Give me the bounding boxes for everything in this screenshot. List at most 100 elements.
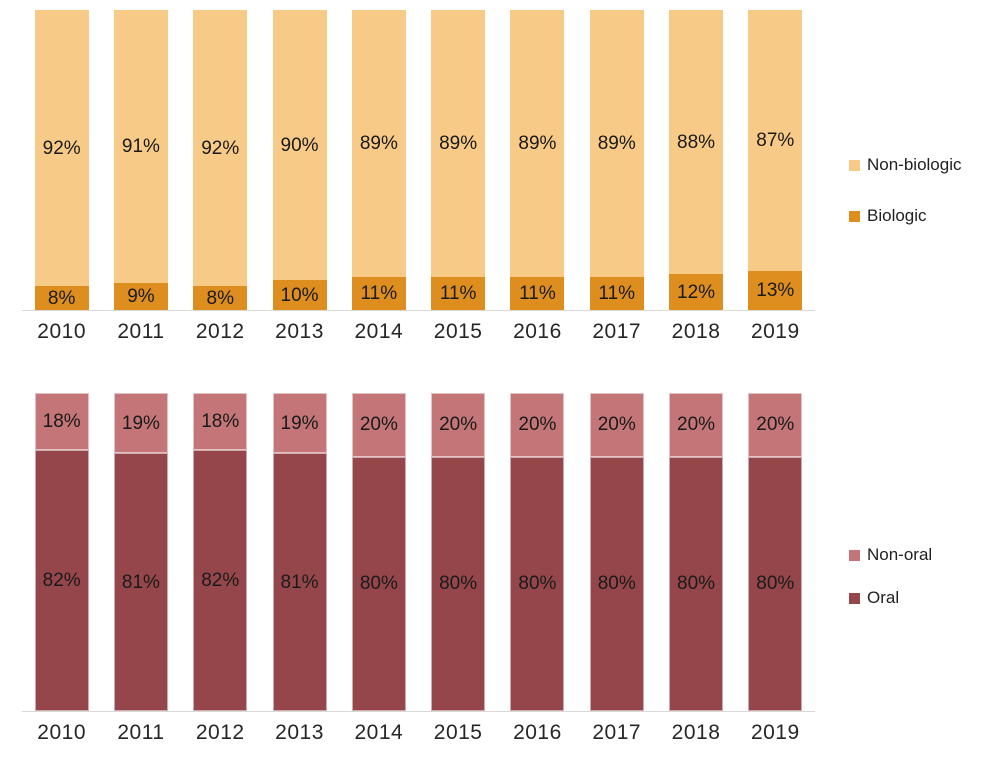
value-label-non-oral-2011: 19% xyxy=(121,412,160,434)
segment-non-biologic-2014: 89% xyxy=(351,10,406,277)
category-2016: 20% 80% xyxy=(498,393,577,711)
bar-2011: 91% 9% xyxy=(113,10,168,310)
legend-label-biologic: Biologic xyxy=(867,206,927,226)
bar-2010: 18% 82% xyxy=(34,393,89,711)
value-label-biologic-2019: 13% xyxy=(756,280,795,301)
legend-label-non-biologic: Non-biologic xyxy=(867,155,962,174)
legend-swatch-non-biologic-icon xyxy=(849,159,860,171)
segment-non-oral-2017: 20% xyxy=(589,393,644,457)
segment-non-oral-2013: 19% xyxy=(272,393,327,454)
x-axis-label-2017: 2017 xyxy=(592,320,642,343)
value-label-non-oral-2019: 20% xyxy=(756,414,795,436)
value-label-non-biologic-2015: 89% xyxy=(439,133,478,154)
x-axis-label-2015: 2015 xyxy=(433,320,483,343)
bar-2014: 89% 11% xyxy=(351,10,406,310)
x-axis-label-2018: 2018 xyxy=(671,320,721,343)
bar-2014: 20% 80% xyxy=(351,393,406,711)
x-axis-label-2014: 2014 xyxy=(354,721,404,744)
category-2012: 92% 8% xyxy=(181,10,260,310)
segment-non-biologic-2019: 87% xyxy=(748,10,803,271)
segment-non-oral-2015: 20% xyxy=(431,393,486,457)
bar-2019: 87% 13% xyxy=(748,10,803,310)
x-axis-label-2011: 2011 xyxy=(117,320,165,343)
x-axis-label-2016: 2016 xyxy=(513,721,562,744)
value-label-biologic-2010: 8% xyxy=(47,287,76,309)
legend-item-non-biologic: Non-biologic xyxy=(849,155,962,175)
legend-swatch-oral-icon xyxy=(849,593,860,605)
bar-2017: 20% 80% xyxy=(589,393,644,711)
x-axis-label-2012: 2012 xyxy=(195,320,245,343)
category-2019: 20% 80% xyxy=(736,393,815,711)
x-axis-label-2012: 2012 xyxy=(195,721,245,744)
segment-biologic-2011: 9% xyxy=(113,283,168,310)
segment-biologic-2010: 8% xyxy=(34,286,89,310)
x-axis-label-2016: 2016 xyxy=(513,320,562,343)
segment-non-oral-2014: 20% xyxy=(351,393,406,457)
category-2013: 19% 81% xyxy=(260,393,339,711)
bar-2012: 92% 8% xyxy=(193,10,248,310)
value-label-biologic-2013: 10% xyxy=(280,284,319,306)
category-2011: 91% 9% xyxy=(101,10,180,310)
segment-non-biologic-2010: 92% xyxy=(34,10,89,286)
segment-non-biologic-2013: 90% xyxy=(272,10,327,280)
category-2018: 88% 12% xyxy=(656,10,735,310)
value-label-oral-2016: 80% xyxy=(518,573,557,595)
segment-biologic-2016: 11% xyxy=(510,277,565,310)
value-label-biologic-2018: 12% xyxy=(677,281,716,303)
value-label-non-biologic-2019: 87% xyxy=(756,130,795,151)
value-label-non-biologic-2013: 90% xyxy=(280,134,319,156)
bar-2010: 92% 8% xyxy=(34,10,89,310)
value-label-oral-2017: 80% xyxy=(597,573,636,595)
category-2018: 20% 80% xyxy=(656,393,735,711)
bar-2012: 18% 82% xyxy=(193,393,248,711)
x-axis-label-2018: 2018 xyxy=(671,721,721,744)
segment-oral-2010: 82% xyxy=(34,450,89,711)
category-2013: 90% 10% xyxy=(260,10,339,310)
x-axis-label-2019: 2019 xyxy=(750,320,800,343)
value-label-oral-2011: 81% xyxy=(121,571,160,593)
value-label-oral-2018: 80% xyxy=(677,573,716,595)
legend-swatch-biologic-icon xyxy=(849,211,860,223)
category-2016: 89% 11% xyxy=(498,10,577,310)
segment-oral-2012: 82% xyxy=(193,450,248,711)
value-label-oral-2012: 82% xyxy=(201,570,240,592)
bar-2019: 20% 80% xyxy=(748,393,803,711)
x-axis-label-2014: 2014 xyxy=(354,320,404,343)
value-label-biologic-2014: 11% xyxy=(360,283,398,304)
x-axis-label-2013: 2013 xyxy=(275,320,324,343)
segment-non-biologic-2017: 89% xyxy=(589,10,644,277)
chart-biologic-x-axis: 2010 2011 2012 2013 2014 2015 2016 2017 2018 2019 xyxy=(22,311,815,344)
segment-biologic-2018: 12% xyxy=(669,274,724,310)
value-label-oral-2014: 80% xyxy=(359,573,398,595)
legend-swatch-non-oral-icon xyxy=(849,549,860,561)
value-label-biologic-2016: 11% xyxy=(519,283,556,304)
bar-2018: 88% 12% xyxy=(669,10,724,310)
category-2014: 20% 80% xyxy=(339,393,418,711)
value-label-non-biologic-2018: 88% xyxy=(677,131,716,153)
category-2015: 89% 11% xyxy=(418,10,497,310)
segment-oral-2018: 80% xyxy=(669,456,724,711)
x-axis-label-2017: 2017 xyxy=(592,721,642,744)
segment-non-oral-2012: 18% xyxy=(193,393,248,451)
value-label-oral-2010: 82% xyxy=(42,570,81,592)
x-axis-label-2013: 2013 xyxy=(275,721,324,744)
chart-biologic-legend: Non-biologic Biologic xyxy=(849,155,962,258)
value-label-non-oral-2018: 20% xyxy=(677,414,716,436)
chart-oral-x-axis: 2010 2011 2012 2013 2014 2015 2016 2017 2018 2019 xyxy=(22,712,815,745)
x-axis-label-2011: 2011 xyxy=(117,721,165,744)
value-label-non-oral-2016: 20% xyxy=(518,414,557,436)
segment-oral-2014: 80% xyxy=(351,456,406,711)
category-2010: 18% 82% xyxy=(22,393,101,711)
segment-biologic-2012: 8% xyxy=(193,286,248,310)
segment-non-oral-2010: 18% xyxy=(34,393,89,451)
segment-oral-2013: 81% xyxy=(272,453,327,711)
bar-2011: 19% 81% xyxy=(113,393,168,711)
legend-label-non-oral: Non-oral xyxy=(867,545,933,564)
value-label-biologic-2015: 11% xyxy=(439,283,477,304)
value-label-biologic-2012: 8% xyxy=(206,287,234,309)
value-label-oral-2013: 81% xyxy=(280,571,319,593)
value-label-non-biologic-2012: 92% xyxy=(201,137,240,159)
segment-oral-2011: 81% xyxy=(113,453,168,711)
bar-2015: 20% 80% xyxy=(431,393,486,711)
category-2011: 19% 81% xyxy=(101,393,180,711)
